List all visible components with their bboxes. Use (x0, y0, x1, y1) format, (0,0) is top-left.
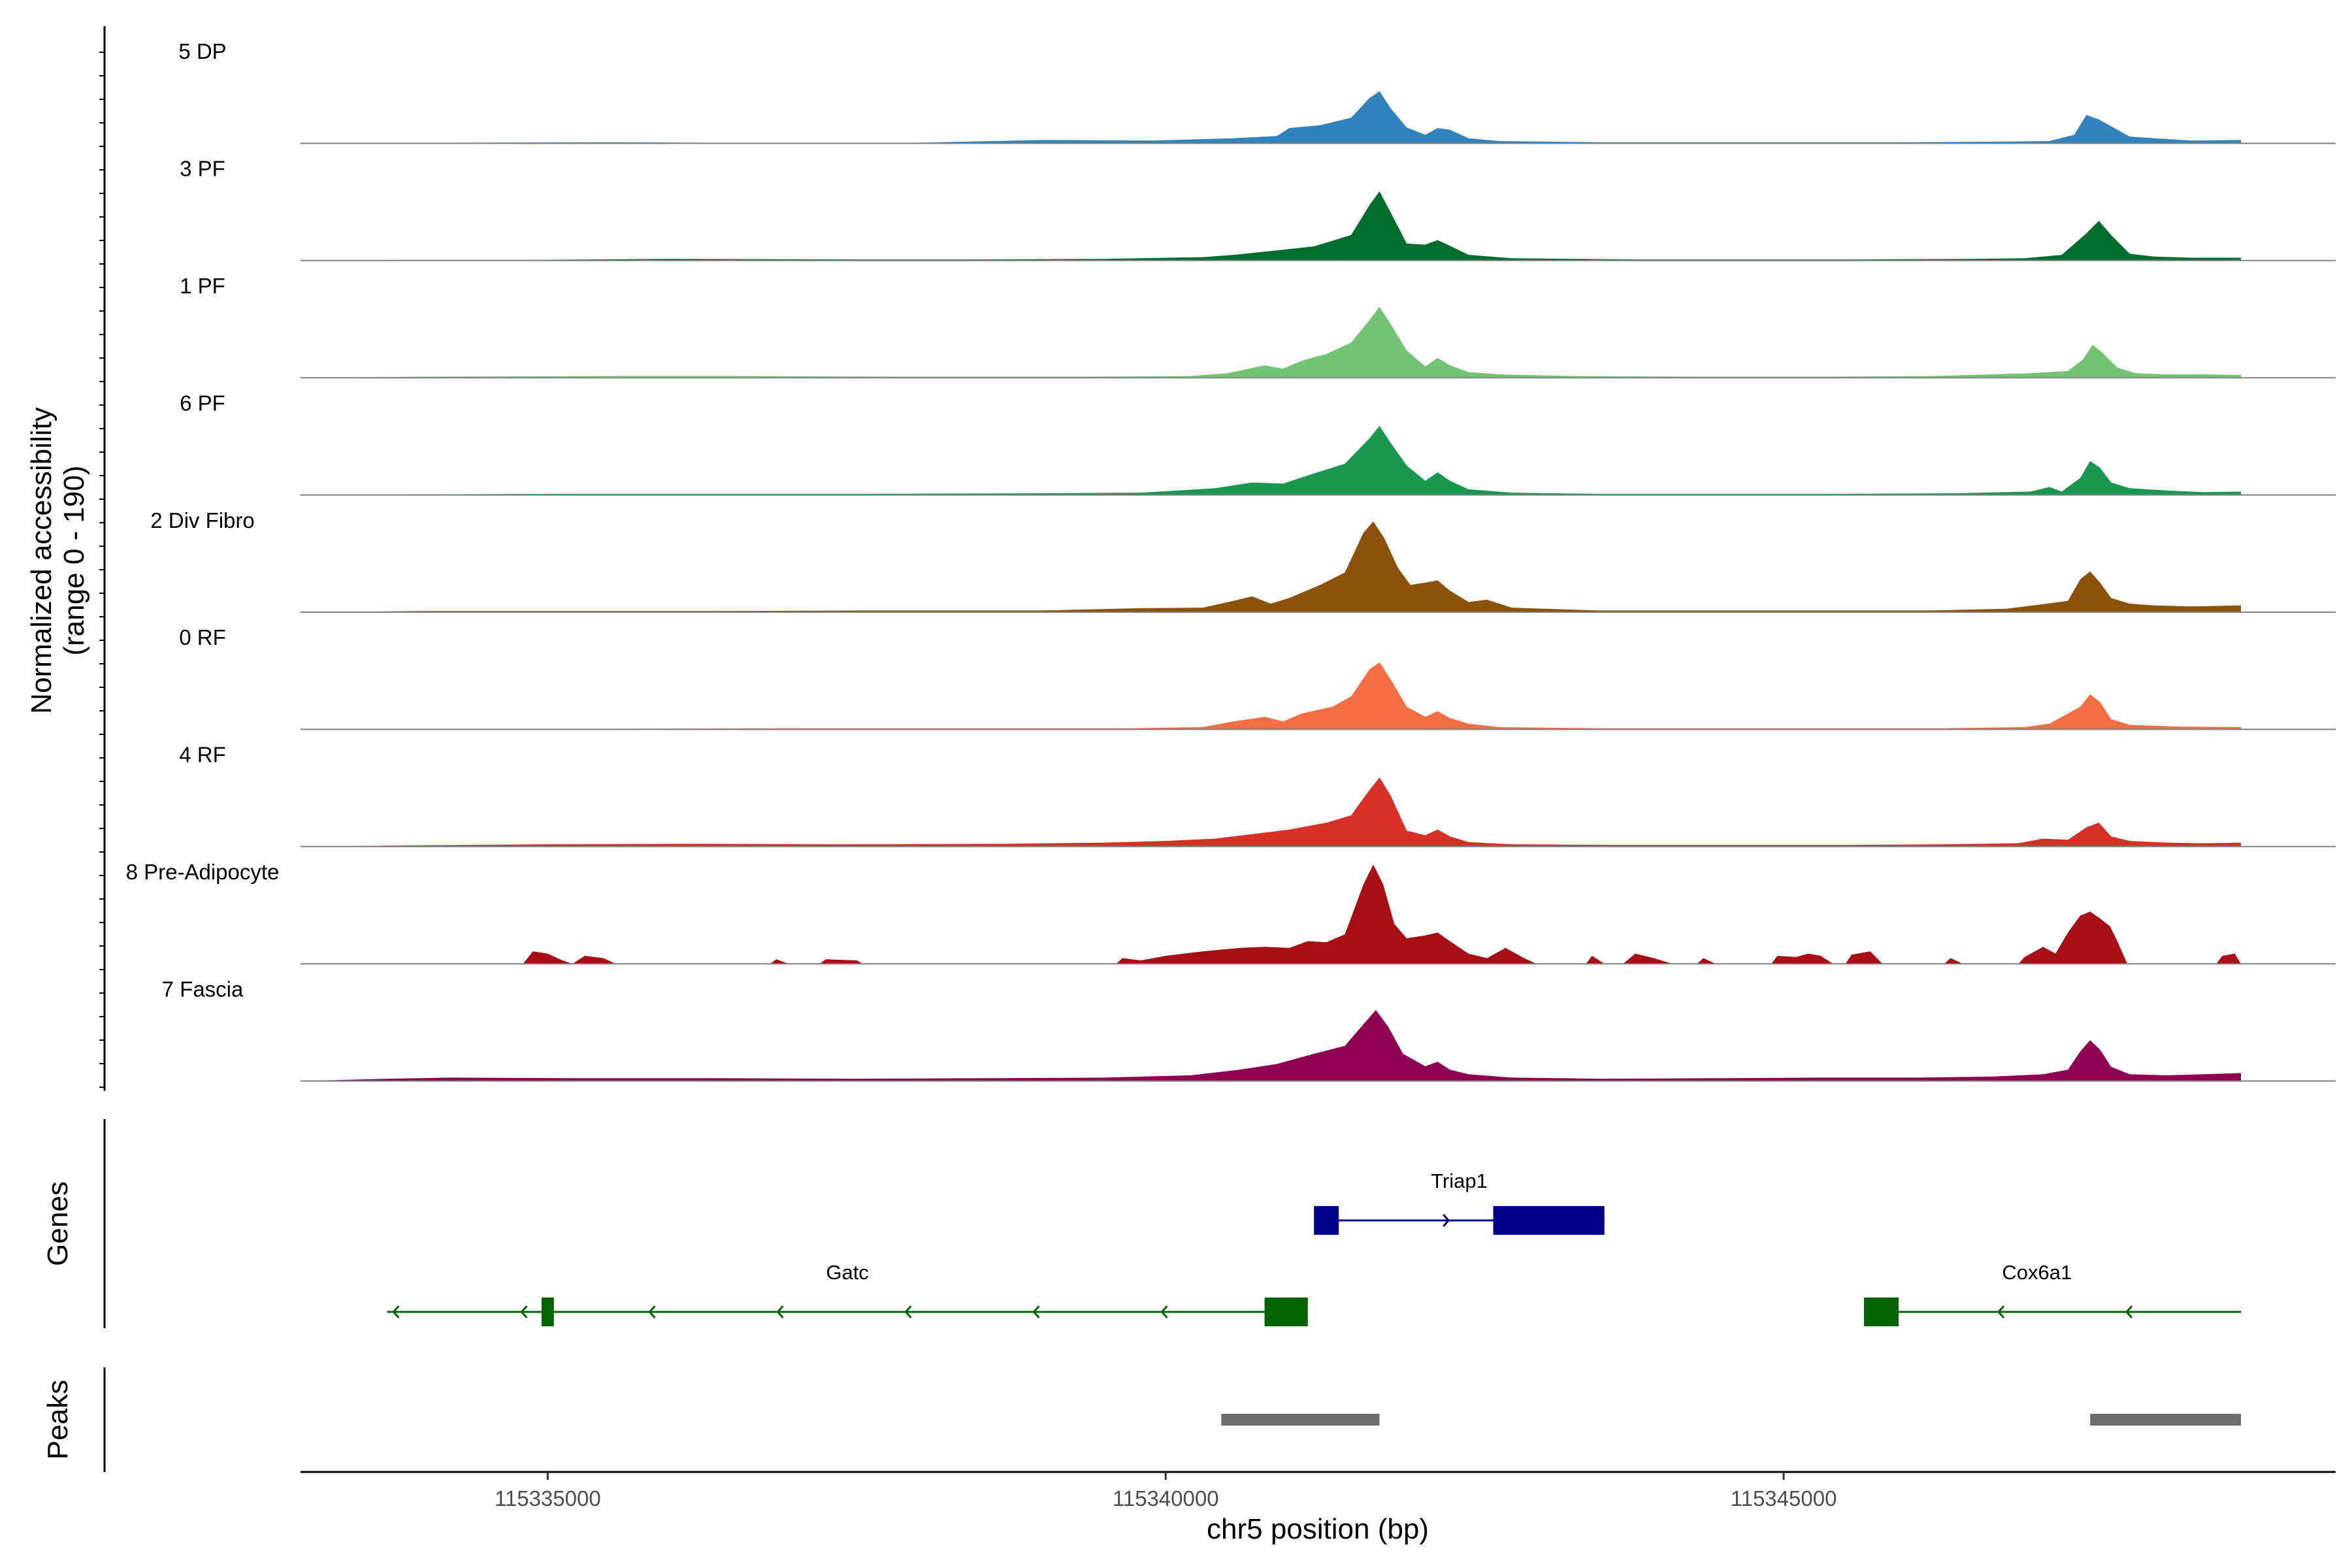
x-axis-title: chr5 position (bp) (1207, 1513, 1429, 1545)
x-tick-label: 115345000 (1731, 1486, 1837, 1511)
gene-exon (1314, 1206, 1339, 1235)
track-label: 8 Pre-Adipocyte (126, 860, 280, 884)
track-label: 3 PF (180, 157, 225, 181)
gene-gatc: Gatc (387, 1261, 1308, 1326)
peaks-panel: Peaks (42, 1367, 2241, 1472)
coverage-area-1-pf (301, 306, 2241, 378)
track-label: 2 Div Fibro (150, 508, 255, 532)
track-label: 5 DP (178, 39, 226, 63)
coverage-area-2-div-fibro (301, 521, 2241, 612)
track-5-dp: 5 DP (178, 39, 2336, 144)
gene-cox6a1: Cox6a1 (1864, 1261, 2241, 1326)
coverage-area-6-pf (301, 425, 2241, 495)
coverage-area-5-dp (301, 91, 2241, 144)
coverage-tracks: 5 DP 3 PF 1 PF 6 PF 2 Div Fibro 0 RF 4 RF 8 Pre… (126, 39, 2336, 1082)
track-6-pf: 6 PF (180, 391, 2336, 496)
coverage-area-7-fascia (301, 1010, 2241, 1081)
gene-exon (1864, 1298, 1899, 1326)
coverage-area-0-rf (301, 662, 2241, 730)
gene-exon (1493, 1206, 1605, 1235)
y-axis: Normalized accessibility (range 0 - 190) (25, 26, 106, 1091)
y-axis-title-line2: (range 0 - 190) (58, 465, 90, 655)
coverage-area-4-rf (301, 777, 2241, 847)
strand-arrow (648, 1305, 656, 1318)
track-0-rf: 0 RF (179, 625, 2336, 730)
peak-bar (2090, 1414, 2241, 1426)
y-axis-title-line1: Normalized accessibility (25, 407, 57, 713)
track-2-div-fibro: 2 Div Fibro (150, 508, 2336, 613)
gene-exon (541, 1298, 554, 1326)
coverage-area-8-pre-adipocyte (301, 864, 2241, 964)
strand-arrow (904, 1305, 912, 1318)
coverage-area-3-pf (301, 191, 2241, 261)
genes-axis-title: Genes (42, 1181, 74, 1266)
track-7-fascia: 7 Fascia (162, 977, 2336, 1082)
track-4-rf: 4 RF (179, 743, 2336, 847)
strand-arrow (1032, 1305, 1040, 1318)
strand-arrow (1443, 1214, 1450, 1227)
strand-arrow (2125, 1305, 2133, 1318)
track-label: 4 RF (179, 743, 226, 767)
gene-exon (1264, 1298, 1308, 1326)
strand-arrow (520, 1305, 528, 1318)
gene-label: Cox6a1 (2002, 1261, 2072, 1284)
track-label: 0 RF (179, 625, 226, 649)
track-1-pf: 1 PF (180, 274, 2336, 379)
x-tick-label: 115335000 (495, 1486, 601, 1511)
strand-arrow (1997, 1305, 2005, 1318)
genes-panel: Genes Triap1 Gatc Cox6a1 (42, 1119, 2241, 1328)
gene-triap1: Triap1 (1314, 1169, 1605, 1235)
gene-label: Gatc (826, 1261, 868, 1284)
x-tick-label: 115340000 (1113, 1486, 1219, 1511)
x-axis: chr5 position (bp) 115335000 115340000 115… (301, 1471, 2336, 1545)
strand-arrow (1160, 1305, 1168, 1318)
track-8-pre-adipocyte: 8 Pre-Adipocyte (126, 860, 2336, 965)
track-label: 1 PF (180, 274, 225, 298)
peak-bar (1221, 1414, 1380, 1426)
strand-arrow (776, 1305, 784, 1318)
peaks-axis-title: Peaks (42, 1380, 74, 1460)
strand-arrow (392, 1305, 400, 1318)
track-3-pf: 3 PF (180, 157, 2336, 261)
gene-label: Triap1 (1431, 1169, 1488, 1192)
track-label: 6 PF (180, 391, 225, 415)
track-label: 7 Fascia (162, 977, 244, 1001)
